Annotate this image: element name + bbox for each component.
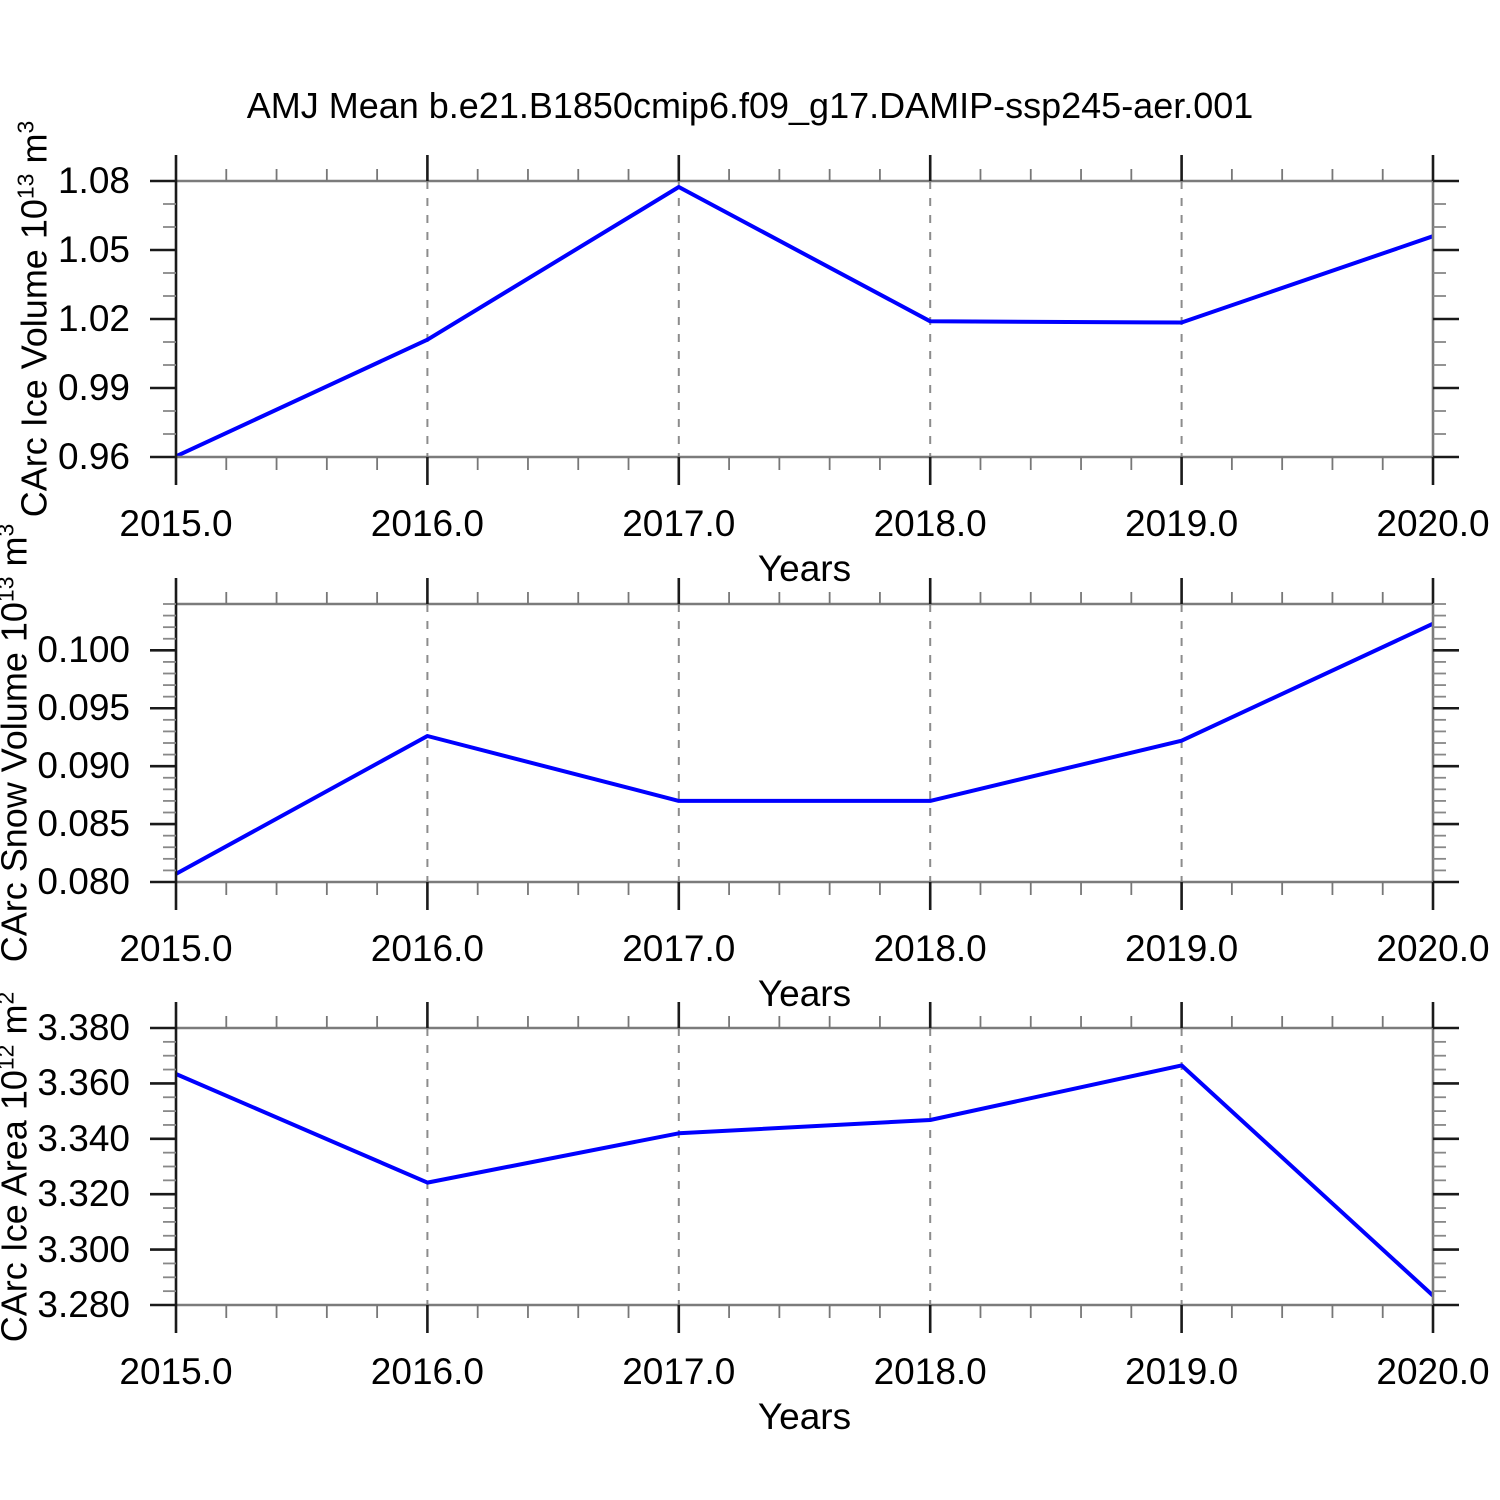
x-tick-label: 2020.0 (1376, 928, 1490, 969)
x-tick-label: 2016.0 (370, 928, 484, 969)
y-tick-label: 1.05 (57, 229, 130, 270)
y-axis-title-unit-exponent: 2 (0, 992, 19, 1005)
y-axis-title-text: CArc Ice Volume 10 (13, 199, 55, 518)
x-tick-label: 2015.0 (119, 928, 233, 969)
x-tick-label: 2018.0 (873, 503, 987, 544)
y-tick-label: 3.380 (37, 1007, 130, 1048)
x-tick-label: 2019.0 (1125, 503, 1239, 544)
x-axis-title-panel-1: Years (757, 548, 852, 589)
y-axis-title-unit: m (13, 133, 55, 174)
y-axis-title-exponent: 13 (0, 576, 19, 603)
x-tick-label: 2018.0 (873, 928, 987, 969)
x-tick-label: 2017.0 (622, 928, 736, 969)
y-tick-label: 3.280 (37, 1284, 130, 1325)
y-tick-label: 1.02 (57, 298, 130, 339)
y-axis-title-exponent: 13 (12, 173, 39, 200)
x-tick-label: 2020.0 (1376, 1351, 1490, 1392)
y-tick-label: 1.08 (57, 160, 130, 201)
x-tick-label: 2017.0 (622, 1351, 736, 1392)
x-axis-title-panel-2: Years (757, 973, 852, 1014)
y-tick-label: 0.080 (37, 861, 130, 902)
x-tick-label: 2019.0 (1125, 1351, 1239, 1392)
x-tick-label: 2015.0 (119, 503, 233, 544)
x-tick-label: 2015.0 (119, 1351, 233, 1392)
y-tick-label: 3.340 (37, 1117, 130, 1159)
chart-title: AMJ Mean b.e21.B1850cmip6.f09_g17.DAMIP-… (246, 85, 1254, 126)
y-axis-title-unit: m (0, 1005, 35, 1045)
x-tick-label: 2018.0 (873, 1351, 987, 1392)
y-axis-title-exponent: 12 (0, 1044, 19, 1071)
y-axis-title-unit: m (0, 537, 35, 577)
y-tick-label: 0.99 (57, 367, 130, 408)
y-tick-label: 0.100 (37, 629, 130, 671)
y-tick-label: 0.090 (37, 745, 130, 787)
y-tick-label: 0.095 (37, 687, 130, 729)
x-tick-label: 2016.0 (370, 1351, 484, 1392)
y-axis-title-text: CArc Ice Area 10 (0, 1070, 35, 1343)
x-tick-label: 2016.0 (370, 503, 484, 544)
y-tick-label: 3.300 (37, 1228, 130, 1270)
y-axis-title-unit-exponent: 3 (12, 120, 39, 134)
y-tick-label: 3.360 (37, 1062, 130, 1104)
x-tick-label: 2019.0 (1125, 928, 1239, 969)
y-axis-title-snow-volume: CArc Snow Volume 1013 m3 (0, 524, 36, 963)
y-tick-label: 0.96 (57, 436, 130, 477)
y-axis-title-unit-exponent: 3 (0, 524, 19, 537)
x-tick-label: 2017.0 (622, 503, 736, 544)
x-axis-title-panel-3: Years (757, 1396, 852, 1437)
y-axis-title-ice-volume: CArc Ice Volume 1013 m3 (13, 121, 56, 518)
x-tick-label: 2020.0 (1376, 503, 1490, 544)
y-tick-label: 0.085 (37, 803, 130, 845)
y-tick-label: 3.320 (37, 1173, 130, 1215)
y-axis-title-ice-area: CArc Ice Area 1012 m2 (0, 992, 36, 1343)
y-axis-title-text: CArc Snow Volume 10 (0, 602, 35, 963)
